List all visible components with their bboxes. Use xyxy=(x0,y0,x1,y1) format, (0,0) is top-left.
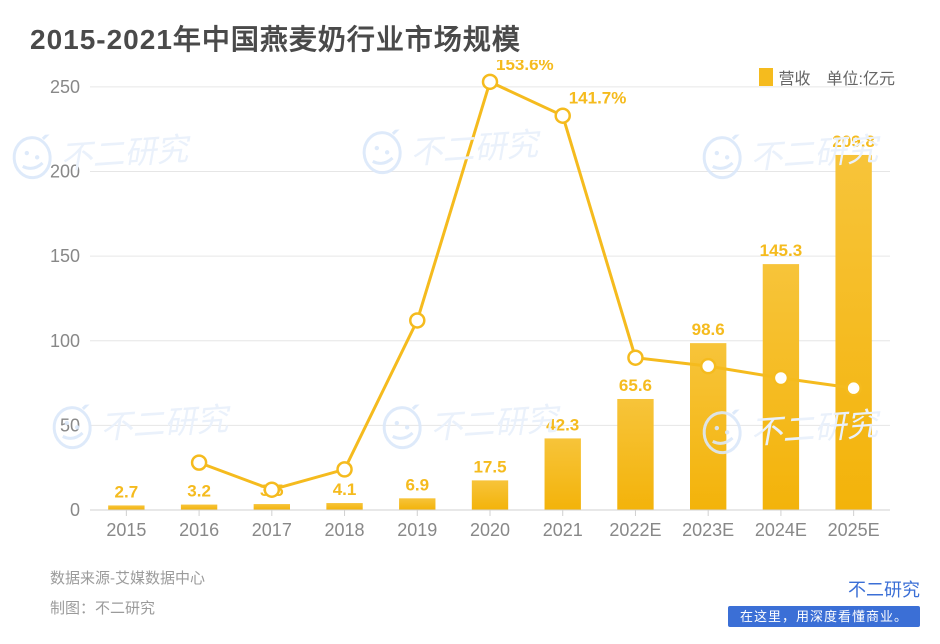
svg-text:0: 0 xyxy=(70,500,80,520)
svg-text:2017: 2017 xyxy=(252,520,292,540)
svg-text:141.7%: 141.7% xyxy=(569,89,627,108)
svg-text:17.5: 17.5 xyxy=(473,457,506,476)
svg-text:2019: 2019 xyxy=(397,520,437,540)
svg-text:145.3: 145.3 xyxy=(760,241,803,260)
svg-text:2018: 2018 xyxy=(325,520,365,540)
svg-text:50: 50 xyxy=(60,415,80,435)
svg-text:250: 250 xyxy=(50,77,80,97)
footer: 数据来源-艾媒数据中心 制图：不二研究 xyxy=(50,564,205,624)
svg-text:42.3: 42.3 xyxy=(546,415,579,434)
svg-text:2016: 2016 xyxy=(179,520,219,540)
brand-name: 不二研究 xyxy=(728,576,920,602)
svg-text:65.6: 65.6 xyxy=(619,376,652,395)
svg-text:100: 100 xyxy=(50,331,80,351)
chart-maker: 制图：不二研究 xyxy=(50,594,205,624)
svg-text:2024E: 2024E xyxy=(755,520,807,540)
svg-text:209.8: 209.8 xyxy=(832,132,875,151)
svg-text:2025E: 2025E xyxy=(828,520,880,540)
svg-text:2.7: 2.7 xyxy=(115,482,139,501)
svg-text:2020: 2020 xyxy=(470,520,510,540)
brand-tagline: 在这里，用深度看懂商业。 xyxy=(728,606,920,627)
svg-text:2023E: 2023E xyxy=(682,520,734,540)
svg-text:2022E: 2022E xyxy=(609,520,661,540)
chart-plot: 0501001502002502.73.23.54.16.917.542.365… xyxy=(40,60,900,550)
svg-text:153.6%: 153.6% xyxy=(496,60,554,74)
svg-text:98.6: 98.6 xyxy=(692,320,725,339)
svg-text:2021: 2021 xyxy=(543,520,583,540)
svg-text:3.2: 3.2 xyxy=(187,482,211,501)
svg-text:2015: 2015 xyxy=(106,520,146,540)
svg-text:200: 200 xyxy=(50,162,80,182)
svg-text:150: 150 xyxy=(50,246,80,266)
svg-text:4.1: 4.1 xyxy=(333,480,357,499)
chart-title: 2015-2021年中国燕麦奶行业市场规模 xyxy=(30,18,920,58)
brand-box: 不二研究 在这里，用深度看懂商业。 xyxy=(728,576,920,626)
svg-text:6.9: 6.9 xyxy=(405,475,429,494)
data-source: 数据来源-艾媒数据中心 xyxy=(50,564,205,594)
